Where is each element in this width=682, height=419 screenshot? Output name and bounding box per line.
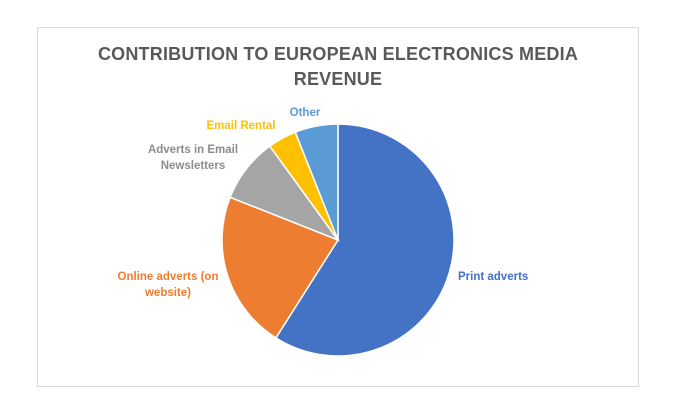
slice-label-line: Email Rental xyxy=(206,120,275,132)
slice-label-print-adverts: Print adverts xyxy=(458,271,528,283)
slice-label-line: Print adverts xyxy=(458,271,528,283)
slice-label-online-adverts: Online adverts (on website) xyxy=(118,271,219,299)
slice-label-line: website) xyxy=(144,287,191,299)
pie-slice-print-adverts xyxy=(274,123,455,357)
slice-label-email-newsletter-adverts: Adverts in Email Newsletters xyxy=(148,144,238,172)
pie-chart: Print adverts Online adverts (on website) A… xyxy=(118,107,528,357)
slice-label-other: Other xyxy=(290,107,321,119)
chart-title-line-1: CONTRIBUTION TO EUROPEAN ELECTRONICS MED… xyxy=(97,44,579,64)
pie-slice-other xyxy=(294,123,339,241)
slice-label-line: Newsletters xyxy=(161,160,226,172)
chart-title-line-2: REVENUE xyxy=(293,69,383,89)
slice-label-email-rental: Email Rental xyxy=(206,120,275,132)
slice-label-line: Online adverts (on xyxy=(118,271,219,283)
chart-frame: CONTRIBUTION TO EUROPEAN ELECTRONICS MED… xyxy=(37,27,639,387)
chart-title: CONTRIBUTION TO EUROPEAN ELECTRONICS MED… xyxy=(38,42,638,92)
slice-label-line: Other xyxy=(290,107,321,119)
pie-slice-online-adverts xyxy=(221,196,340,339)
slice-label-line: Adverts in Email xyxy=(148,144,238,156)
